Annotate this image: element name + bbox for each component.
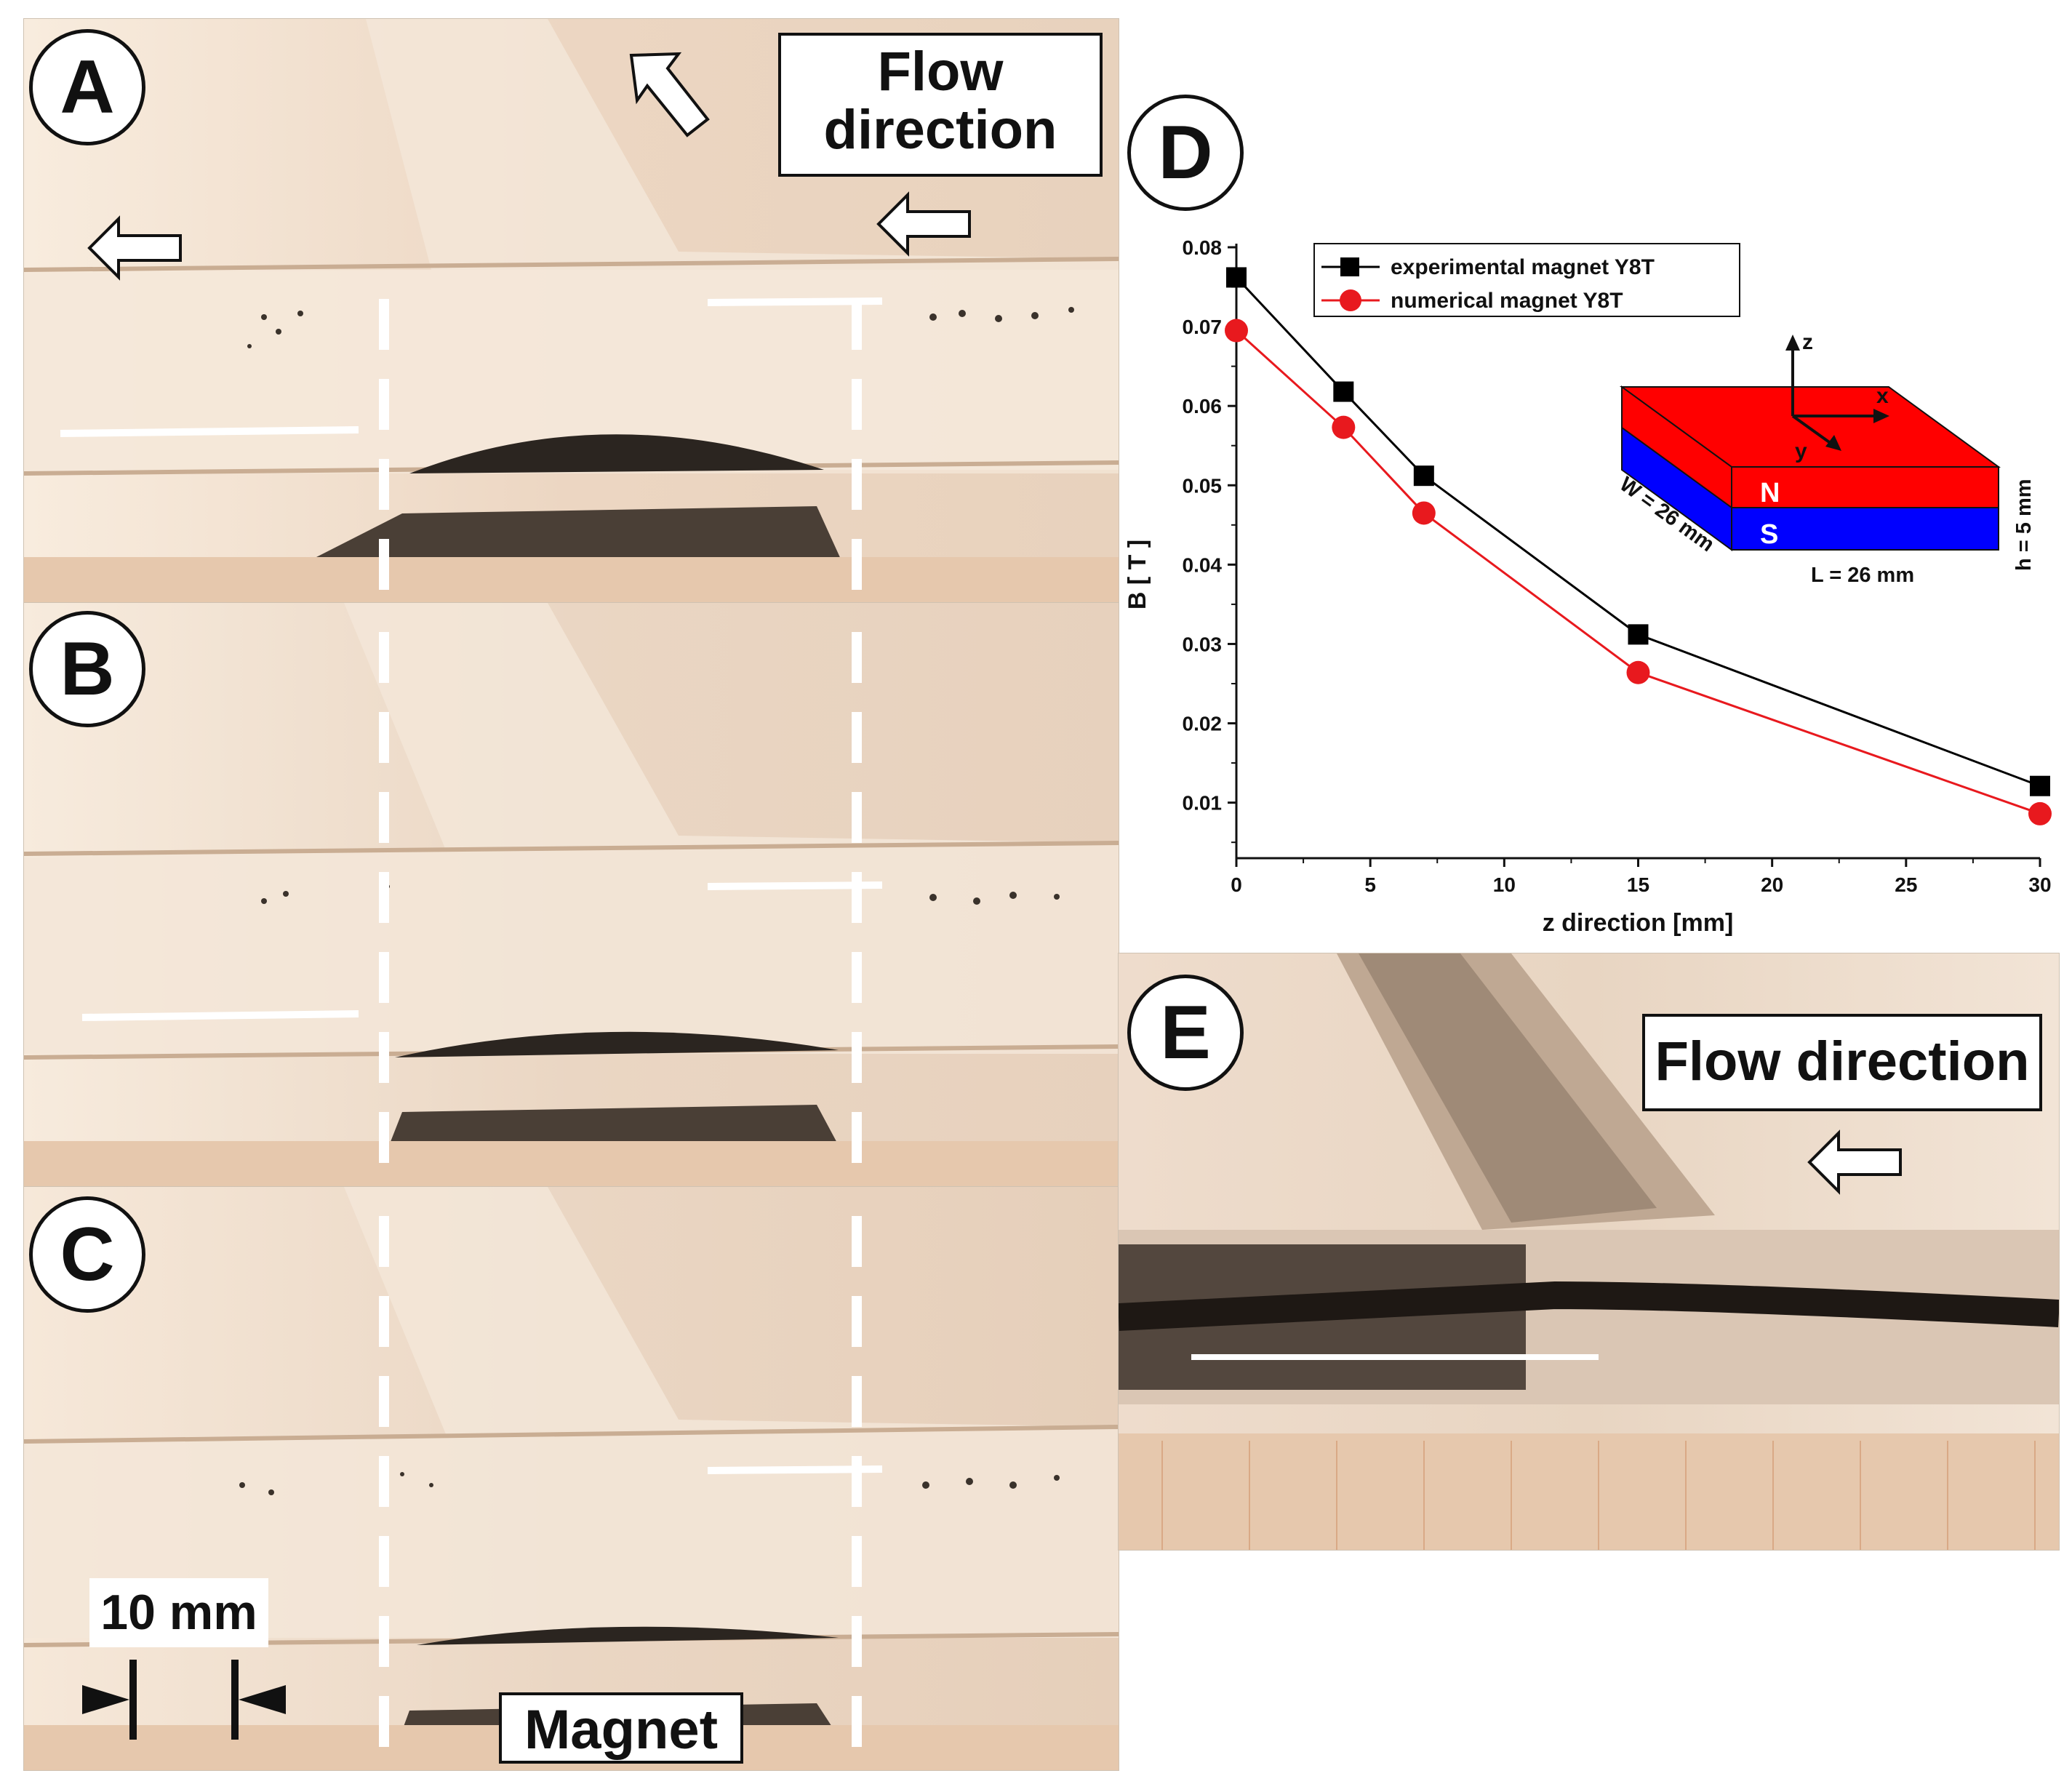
magnet-label: Magnet bbox=[499, 1692, 743, 1764]
y-tick-label: 0.08 bbox=[1183, 236, 1223, 259]
y-tick-label: 0.01 bbox=[1183, 792, 1223, 815]
photo-panel-a bbox=[23, 18, 1119, 603]
y-tick-label: 0.06 bbox=[1183, 395, 1223, 417]
legend-marker-square bbox=[1340, 257, 1359, 276]
panel-label-d-text: D bbox=[1158, 110, 1213, 195]
magnet-length-label: L = 26 mm bbox=[1811, 564, 1914, 587]
x-tick-label: 20 bbox=[1761, 873, 1783, 896]
chart-legend: experimental magnet Y8T numerical magnet … bbox=[1313, 243, 1740, 317]
magnet-label-text: Magnet bbox=[524, 1699, 718, 1761]
panel-label-c: C bbox=[29, 1196, 145, 1313]
chart-series bbox=[1225, 267, 2052, 825]
photo-panel-c bbox=[23, 1186, 1119, 1771]
x-tick-label: 25 bbox=[1895, 873, 1917, 896]
x-tick-label: 0 bbox=[1231, 873, 1242, 896]
legend-marker-circle bbox=[1340, 289, 1361, 311]
panel-label-e-text: E bbox=[1160, 990, 1211, 1075]
y-tick-label: 0.02 bbox=[1183, 713, 1223, 735]
panel-label-a: A bbox=[29, 29, 145, 145]
magnet-height-label: h = 5 mm bbox=[2012, 479, 2036, 571]
flow-direction-label-e: Flow direction bbox=[1642, 1014, 2042, 1111]
y-tick-label: 0.03 bbox=[1183, 633, 1223, 655]
data-point-experimental bbox=[1226, 267, 1247, 288]
photo-panel-b bbox=[23, 602, 1119, 1187]
panel-label-b: B bbox=[29, 611, 145, 727]
panel-label-d: D bbox=[1127, 95, 1244, 211]
data-point-experimental bbox=[2030, 775, 2050, 796]
chart-axes: 0 5 10 15 20 25 30 0.01 0.02 0.03 0.04 0.05 0.06 0.07… bbox=[1183, 236, 2052, 896]
panel-label-e: E bbox=[1127, 975, 1244, 1091]
y-tick-label: 0.07 bbox=[1183, 316, 1223, 338]
photo-panel-a-image bbox=[24, 19, 1119, 602]
magnet-inset: z x y N S W = 26 mm L = 26 mm h = 5 mm bbox=[1615, 330, 2036, 587]
photo-panel-c-image bbox=[24, 1187, 1119, 1770]
flow-direction-label-a-line1: Flow bbox=[877, 41, 1004, 103]
x-tick-label: 10 bbox=[1493, 873, 1516, 896]
legend-box bbox=[1313, 243, 1740, 317]
y-axis-label: B [ T ] bbox=[1124, 540, 1151, 609]
data-point-numerical bbox=[1225, 319, 1248, 343]
magnetic-field-chart: 0 5 10 15 20 25 30 0.01 0.02 0.03 0.04 0.05 0.06 0.07… bbox=[1124, 236, 2052, 937]
inset-z-label: z bbox=[1802, 330, 1813, 354]
panel-label-a-text: A bbox=[60, 44, 115, 129]
data-point-numerical bbox=[1332, 415, 1356, 439]
data-point-numerical bbox=[2028, 801, 2052, 825]
legend-label: experimental magnet Y8T bbox=[1391, 255, 1655, 279]
x-tick-label: 30 bbox=[2028, 873, 2051, 896]
magnet-south-side bbox=[1621, 426, 1732, 551]
inset-y-label: y bbox=[1795, 439, 1807, 463]
x-tick-label: 15 bbox=[1627, 873, 1649, 896]
scale-bar-text: 10 mm bbox=[100, 1585, 257, 1640]
magnet-south-label: S bbox=[1760, 519, 1778, 550]
y-tick-label: 0.05 bbox=[1183, 474, 1223, 497]
inset-x-label: x bbox=[1876, 384, 1889, 408]
x-axis-label: z direction [mm] bbox=[1543, 909, 1734, 937]
panel-label-c-text: C bbox=[60, 1212, 115, 1297]
data-point-experimental bbox=[1628, 624, 1649, 645]
panel-label-b-text: B bbox=[60, 626, 115, 711]
magnet-north-label: N bbox=[1760, 478, 1780, 508]
x-tick-label: 5 bbox=[1364, 873, 1376, 896]
flow-direction-label-e-text: Flow direction bbox=[1655, 1031, 2030, 1092]
data-point-numerical bbox=[1626, 660, 1650, 684]
data-point-experimental bbox=[1413, 465, 1434, 487]
flow-direction-label-a-line2: direction bbox=[823, 98, 1057, 161]
scale-bar-markers bbox=[82, 1660, 286, 1740]
legend-label: numerical magnet Y8T bbox=[1391, 289, 1623, 313]
data-point-experimental bbox=[1333, 381, 1354, 402]
y-tick-label: 0.04 bbox=[1183, 553, 1223, 576]
data-point-numerical bbox=[1412, 501, 1436, 525]
scale-bar-label: 10 mm bbox=[89, 1578, 268, 1647]
photo-panel-b-image bbox=[24, 603, 1119, 1186]
flow-direction-label-a: Flow direction bbox=[778, 33, 1103, 177]
